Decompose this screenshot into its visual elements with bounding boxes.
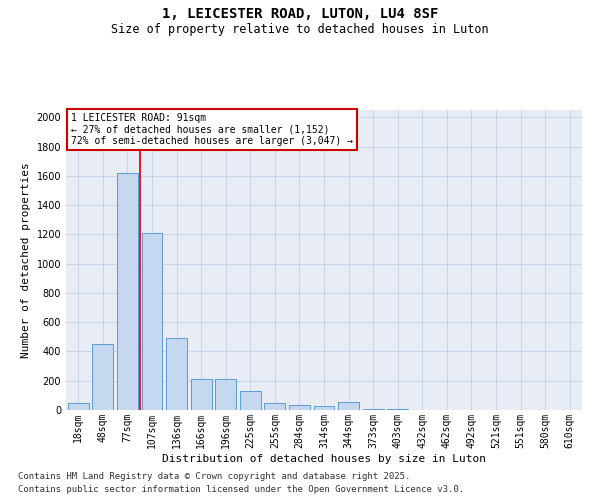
Bar — [265, 402, 286, 410]
Bar — [338, 402, 359, 410]
Text: 1 LEICESTER ROAD: 91sqm
← 27% of detached houses are smaller (1,152)
72% of semi: 1 LEICESTER ROAD: 91sqm ← 27% of detache… — [71, 113, 353, 146]
Bar — [240, 391, 261, 410]
Bar — [92, 344, 113, 410]
Bar — [387, 408, 408, 410]
Bar — [289, 405, 310, 410]
Bar — [142, 233, 163, 410]
Text: 1, LEICESTER ROAD, LUTON, LU4 8SF: 1, LEICESTER ROAD, LUTON, LU4 8SF — [162, 8, 438, 22]
Y-axis label: Number of detached properties: Number of detached properties — [21, 162, 31, 358]
Bar — [166, 338, 187, 410]
Bar — [362, 408, 383, 410]
Bar — [314, 406, 334, 410]
Bar — [191, 378, 212, 410]
Text: Contains public sector information licensed under the Open Government Licence v3: Contains public sector information licen… — [18, 485, 464, 494]
Bar — [68, 402, 89, 410]
X-axis label: Distribution of detached houses by size in Luton: Distribution of detached houses by size … — [162, 454, 486, 464]
Text: Size of property relative to detached houses in Luton: Size of property relative to detached ho… — [111, 22, 489, 36]
Bar — [215, 378, 236, 410]
Bar — [117, 173, 138, 410]
Text: Contains HM Land Registry data © Crown copyright and database right 2025.: Contains HM Land Registry data © Crown c… — [18, 472, 410, 481]
